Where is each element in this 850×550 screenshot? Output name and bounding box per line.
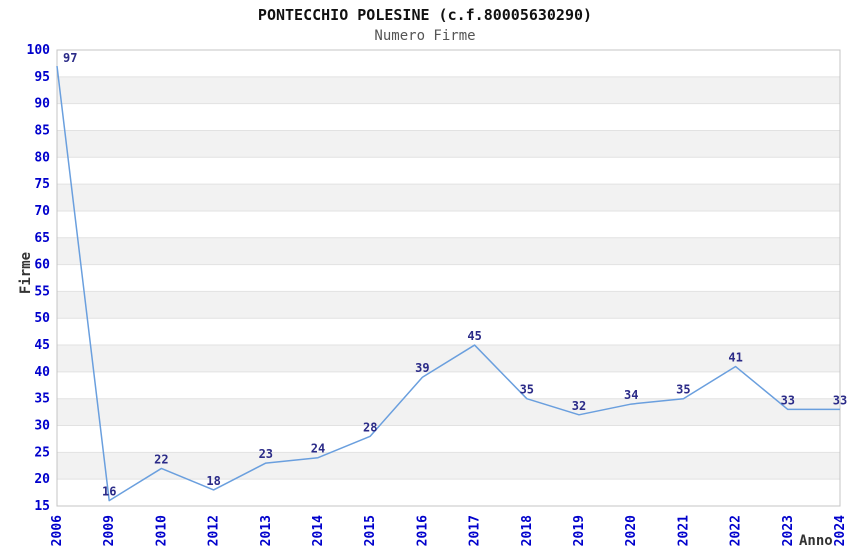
y-tick-label: 100 bbox=[27, 43, 51, 58]
plot-band bbox=[57, 130, 840, 158]
y-tick-label: 35 bbox=[34, 392, 50, 407]
plot-band bbox=[57, 345, 840, 372]
x-tick-label: 2020 bbox=[624, 515, 639, 546]
data-point-label: 97 bbox=[63, 51, 77, 65]
data-point-label: 34 bbox=[624, 388, 638, 402]
data-line bbox=[56, 66, 840, 502]
y-tick-label: 95 bbox=[34, 70, 50, 85]
data-point-label: 45 bbox=[467, 329, 481, 343]
y-tick-label: 65 bbox=[34, 231, 50, 246]
plot-band bbox=[57, 291, 840, 319]
y-tick-label: 85 bbox=[34, 123, 50, 138]
plot-band bbox=[57, 452, 840, 480]
x-tick-label: 2013 bbox=[259, 515, 274, 546]
x-tick-label: 2016 bbox=[415, 515, 430, 546]
data-point-label: 24 bbox=[311, 442, 325, 456]
plot-band bbox=[57, 371, 840, 399]
plot-band bbox=[57, 184, 840, 211]
y-tick-label: 55 bbox=[34, 284, 50, 299]
data-point-label: 41 bbox=[728, 351, 742, 365]
data-point-label: 35 bbox=[676, 383, 690, 397]
y-axis-title: Firme bbox=[18, 251, 34, 295]
data-point-label: 35 bbox=[520, 383, 534, 397]
y-tick-label: 25 bbox=[34, 445, 50, 460]
plot-band bbox=[57, 318, 840, 346]
x-tick-label: 2006 bbox=[50, 515, 65, 546]
data-point-label: 28 bbox=[363, 420, 377, 434]
x-tick-label: 2024 bbox=[833, 515, 848, 546]
y-tick-label: 20 bbox=[34, 472, 50, 487]
plot-band bbox=[57, 50, 840, 77]
plot-band bbox=[57, 479, 840, 506]
plot-band bbox=[57, 237, 840, 265]
y-tick-label: 40 bbox=[34, 365, 50, 380]
chart-title: PONTECCHIO POLESINE (c.f.80005630290) bbox=[257, 6, 593, 24]
plot-border bbox=[56, 49, 841, 507]
plot-band bbox=[57, 76, 840, 104]
x-tick-label: 2017 bbox=[468, 515, 483, 546]
x-tick-label: 2021 bbox=[676, 515, 691, 546]
y-tick-label: 70 bbox=[34, 204, 50, 219]
y-tick-label: 75 bbox=[34, 177, 50, 192]
y-tick-label: 15 bbox=[34, 499, 50, 514]
x-axis-title: Anno bbox=[799, 533, 833, 549]
x-tick-label: 2018 bbox=[520, 515, 535, 546]
x-tick-label: 2019 bbox=[572, 515, 587, 546]
plot-band bbox=[57, 103, 840, 131]
y-tick-label: 90 bbox=[34, 97, 50, 112]
x-tick-label: 2022 bbox=[729, 515, 744, 546]
data-point-label: 39 bbox=[415, 361, 429, 375]
plot-band bbox=[57, 157, 840, 185]
y-tick-label: 45 bbox=[34, 338, 50, 353]
data-point-label: 16 bbox=[102, 485, 116, 499]
data-point-label: 22 bbox=[154, 452, 168, 466]
data-point-label: 33 bbox=[833, 393, 847, 407]
x-tick-label: 2015 bbox=[363, 515, 378, 546]
x-tick-label: 2012 bbox=[207, 515, 222, 546]
y-tick-label: 50 bbox=[34, 311, 50, 326]
plot-band bbox=[57, 425, 840, 453]
x-tick-label: 2009 bbox=[102, 515, 117, 546]
data-point-label: 23 bbox=[259, 447, 273, 461]
plot-band bbox=[57, 398, 840, 426]
data-point-label: 32 bbox=[572, 399, 586, 413]
y-tick-label: 30 bbox=[34, 419, 50, 434]
x-tick-label: 2023 bbox=[781, 515, 796, 546]
data-point-label: 33 bbox=[781, 393, 795, 407]
data-point-label: 18 bbox=[206, 474, 220, 488]
chart-subtitle: Numero Firme bbox=[374, 28, 476, 44]
y-tick-label: 80 bbox=[34, 150, 50, 165]
x-tick-label: 2014 bbox=[311, 515, 326, 546]
plot-band bbox=[57, 264, 840, 292]
y-tick-label: 60 bbox=[34, 258, 50, 273]
x-tick-label: 2010 bbox=[154, 515, 169, 546]
plot-band bbox=[57, 210, 840, 238]
